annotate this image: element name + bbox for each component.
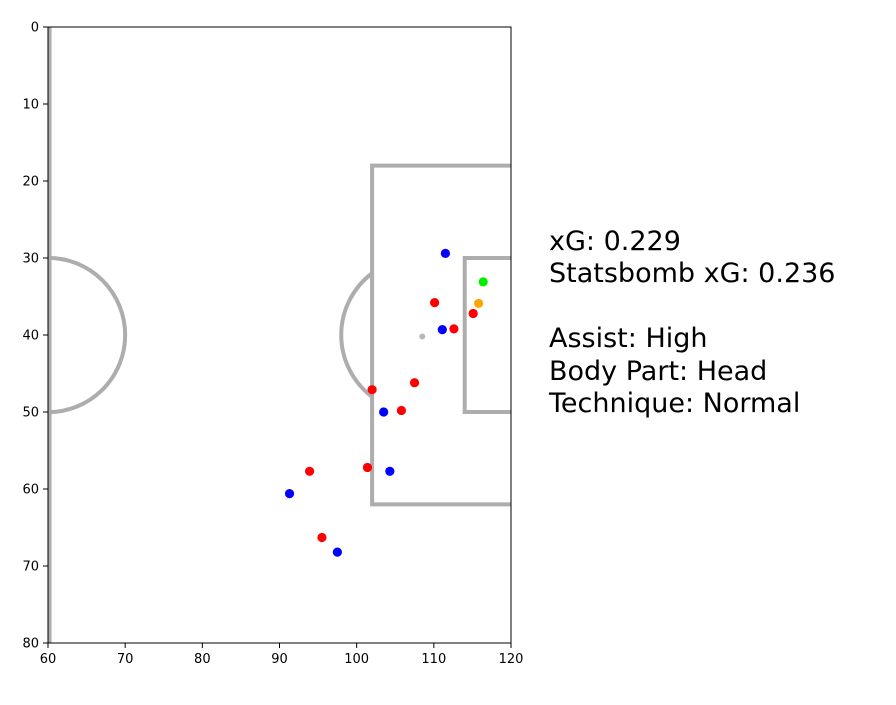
shot-info-text: xG: 0.229 Statsbomb xG: 0.236 Assist: Hi… (548, 226, 835, 419)
y-tick-label-3: 30 (22, 252, 39, 267)
penalty-arc (339, 271, 374, 399)
player-marker-1-1 (449, 324, 459, 334)
player-marker-1-2 (468, 308, 478, 319)
centre-circle (47, 255, 128, 415)
body-part-text: Body Part: Head (549, 356, 767, 387)
player-marker-0-4 (284, 489, 295, 499)
x-tick-label-1: 70 (117, 652, 134, 667)
assist-text: Assist: High (549, 323, 708, 354)
x-tick-label-2: 80 (194, 652, 211, 667)
penalty-spot (419, 333, 426, 340)
player-marker-1-7 (362, 462, 373, 473)
player-marker-0-5 (332, 547, 342, 557)
x-axis-ticks: 60 70 80 90 100 110 120 (40, 643, 524, 667)
player-marker-1-8 (317, 532, 327, 543)
y-tick-label-1: 10 (22, 98, 39, 113)
y-tick-label-8: 80 (22, 637, 39, 652)
y-tick-label-2: 20 (22, 175, 39, 190)
player-marker-1-4 (409, 378, 420, 388)
x-tick-label-3: 90 (271, 652, 288, 667)
x-tick-label-5: 110 (421, 652, 446, 667)
statsbomb-xg-text: Statsbomb xG: 0.236 (549, 258, 835, 289)
player-marker-0-1 (437, 325, 447, 335)
y-tick-label-4: 40 (22, 329, 39, 344)
xg-text: xG: 0.229 (549, 226, 681, 257)
player-markers (284, 248, 488, 557)
x-tick-label-6: 120 (499, 652, 524, 667)
x-tick-label-4: 100 (344, 652, 369, 667)
six-yard-box (462, 256, 511, 414)
y-tick-label-7: 70 (22, 560, 39, 575)
y-axis-ticks: 0 10 20 30 40 50 60 70 80 (22, 21, 48, 652)
y-tick-label-0: 0 (31, 21, 39, 36)
x-tick-label-0: 60 (40, 652, 57, 667)
player-marker-1-3 (367, 385, 377, 395)
player-marker-0-3 (385, 466, 395, 476)
player-marker-1-5 (396, 405, 407, 416)
player-marker-1-6 (304, 466, 315, 476)
pitch-background (47, 27, 511, 643)
player-marker-1-0 (430, 298, 440, 308)
player-marker-2-0 (473, 298, 484, 309)
player-marker-3-0 (478, 277, 488, 287)
y-tick-label-5: 50 (22, 406, 39, 421)
player-marker-0-0 (440, 248, 451, 258)
penalty-box (370, 163, 511, 507)
technique-text: Technique: Normal (548, 388, 800, 419)
y-tick-label-6: 60 (22, 483, 39, 498)
player-marker-0-2 (379, 407, 389, 417)
